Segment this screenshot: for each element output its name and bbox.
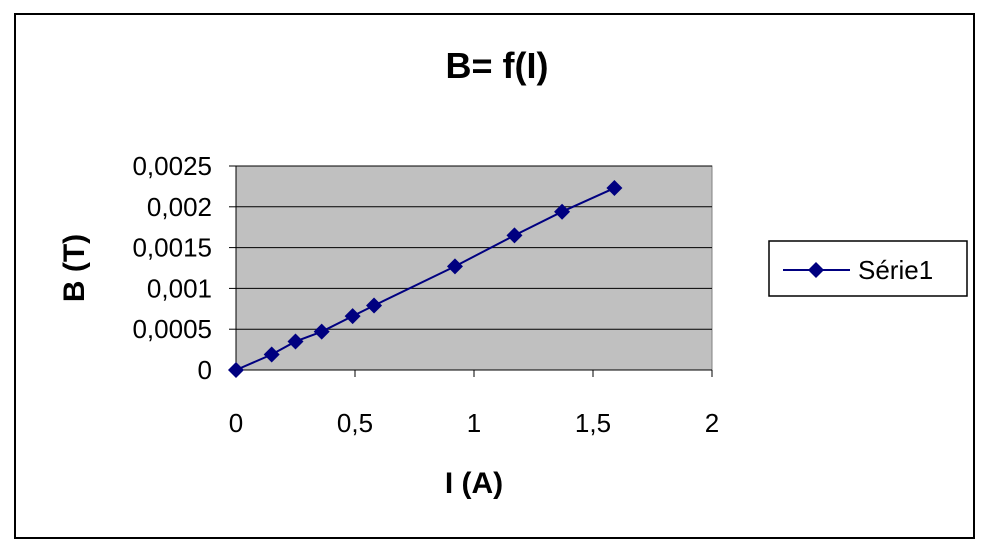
grid-lines [236,165,712,330]
series-group [228,180,623,378]
legend: Série1 [768,240,968,297]
chart-title: B= f(I) [446,45,549,86]
data-point-marker [287,333,304,350]
x-tick-label: 2 [705,408,719,438]
data-point-marker [228,362,244,378]
data-point-marker [554,203,571,220]
data-point-marker [506,227,523,244]
y-tick-label: 0,0005 [132,314,212,344]
legend-label: Série1 [858,255,933,285]
x-tick-label: 1 [467,408,481,438]
y-tick-label: 0,0025 [132,151,212,181]
data-point-marker [344,308,361,325]
data-point-marker [446,258,463,275]
legend-marker-swatch [808,262,824,278]
y-tick-label: 0 [198,355,212,385]
y-axis-title: B (T) [58,234,91,302]
data-point-marker [313,323,330,340]
x-tick-label: 1,5 [575,408,611,438]
y-tick-label: 0,0015 [132,233,212,263]
x-tick-label: 0,5 [337,408,373,438]
data-point-marker [366,297,383,314]
x-axis-ticks: 0 0,5 1 1,5 2 [229,166,719,438]
x-tick-label: 0 [229,408,243,438]
y-tick-label: 0,002 [147,192,212,222]
legend-box [768,240,968,297]
data-point-marker [606,180,623,197]
y-tick-label: 0,001 [147,273,212,303]
data-point-marker [263,346,280,363]
series-line [235,187,615,371]
x-axis-title: I (A) [445,467,503,500]
y-axis-ticks: 0 0,0005 0,001 0,0015 0,002 0,0025 [132,151,236,385]
plot-area [235,165,713,371]
